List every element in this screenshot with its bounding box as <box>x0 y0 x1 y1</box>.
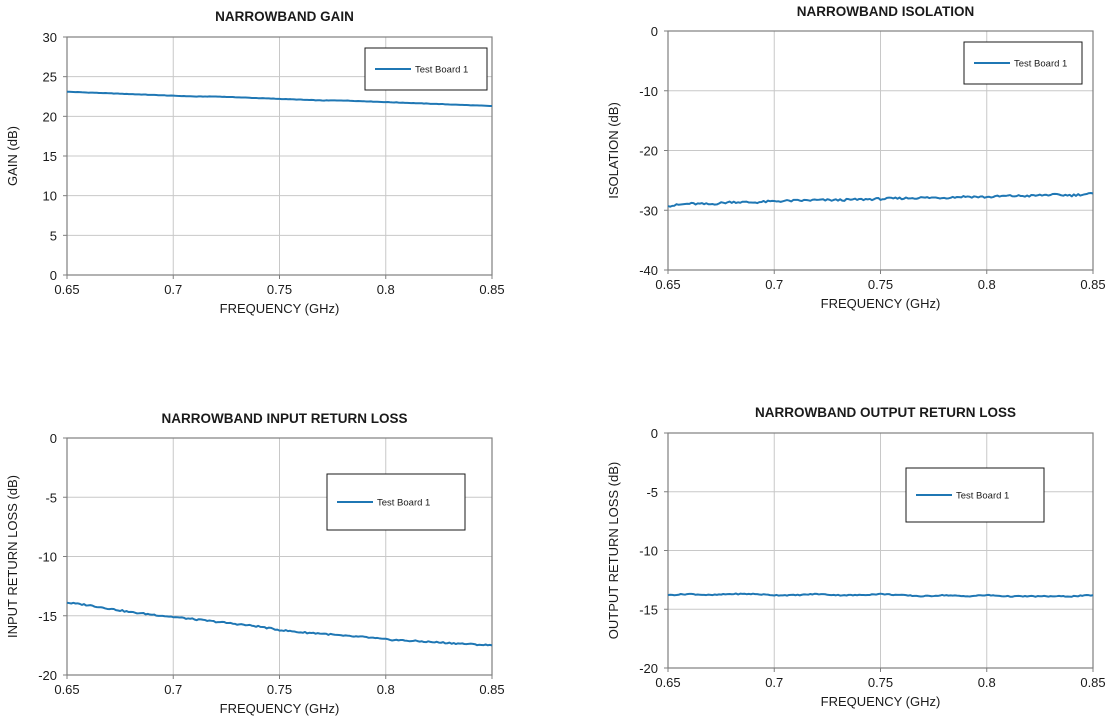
y-axis-label: OUTPUT RETURN LOSS (dB) <box>606 462 621 639</box>
legend-label: Test Board 1 <box>1014 59 1067 70</box>
y-tick-label: -15 <box>38 609 57 624</box>
chart-2: 0.65 0.7 0.75 0.8 0.85 -40 -30 -20 -10 0 NARROWBAN… <box>606 4 1106 311</box>
legend-label: Test Board 1 <box>415 65 468 76</box>
x-tick-label: 0.8 <box>377 682 395 697</box>
series-line <box>67 90 493 108</box>
chart-title: NARROWBAND GAIN <box>215 9 354 24</box>
y-tick-label: -5 <box>45 490 57 505</box>
x-tick-label: 0.7 <box>164 682 182 697</box>
x-tick-label: 0.7 <box>164 282 182 297</box>
y-tick-label: 25 <box>43 70 57 85</box>
chart-4: 0.65 0.7 0.75 0.8 0.85 -20 -15 -10 -5 0 NARROWBAND… <box>606 405 1106 709</box>
y-tick-label: 10 <box>43 189 57 204</box>
legend: Test Board 1 <box>326 473 466 531</box>
chart-3: 0.65 0.7 0.75 0.8 0.85 -20 -15 -10 -5 0 NARROWBAND… <box>5 411 505 716</box>
y-tick-label: 0 <box>651 426 658 441</box>
y-tick-label: -5 <box>646 485 658 500</box>
x-axis-label: FREQUENCY (GHz) <box>220 701 340 716</box>
y-tick-label: -15 <box>639 602 658 617</box>
y-tick-label: 20 <box>43 109 57 124</box>
y-tick-label: -20 <box>639 144 658 159</box>
x-tick-label: 0.75 <box>267 282 292 297</box>
y-tick-label: 0 <box>651 24 658 39</box>
x-axis-label: FREQUENCY (GHz) <box>821 694 941 709</box>
x-tick-label: 0.7 <box>765 277 783 292</box>
x-tick-label: 0.65 <box>54 282 79 297</box>
y-tick-label: 5 <box>50 228 57 243</box>
x-tick-label: 0.65 <box>655 675 680 690</box>
y-tick-label: 30 <box>43 30 57 45</box>
x-tick-label: 0.8 <box>978 277 996 292</box>
chart-title: NARROWBAND ISOLATION <box>797 4 974 19</box>
x-tick-label: 0.8 <box>978 675 996 690</box>
x-tick-label: 0.85 <box>1080 277 1105 292</box>
y-axis-label: GAIN (dB) <box>5 126 20 186</box>
chart-1: 0.65 0.7 0.75 0.8 0.85 0 5 10 15 20 25 30 NARROWBAND… <box>5 9 505 316</box>
y-tick-label: -40 <box>639 263 658 278</box>
legend: Test Board 1 <box>963 41 1083 85</box>
x-tick-label: 0.8 <box>377 282 395 297</box>
y-tick-label: -10 <box>639 84 658 99</box>
y-axis-label: ISOLATION (dB) <box>606 102 621 199</box>
y-tick-label: -20 <box>639 661 658 676</box>
chart-title: NARROWBAND INPUT RETURN LOSS <box>162 411 408 426</box>
series-line <box>667 592 1094 598</box>
x-tick-label: 0.85 <box>479 682 504 697</box>
x-tick-label: 0.7 <box>765 675 783 690</box>
y-tick-label: -10 <box>639 544 658 559</box>
y-tick-label: -20 <box>38 668 57 683</box>
legend: Test Board 1 <box>905 467 1045 523</box>
x-tick-label: 0.85 <box>479 282 504 297</box>
series-line <box>667 192 1094 208</box>
y-tick-label: 0 <box>50 431 57 446</box>
x-axis-label: FREQUENCY (GHz) <box>821 296 941 311</box>
x-tick-label: 0.75 <box>267 682 292 697</box>
y-tick-label: -10 <box>38 550 57 565</box>
chart-title: NARROWBAND OUTPUT RETURN LOSS <box>755 405 1016 420</box>
y-axis-label: INPUT RETURN LOSS (dB) <box>5 475 20 638</box>
x-tick-label: 0.75 <box>868 277 893 292</box>
x-tick-label: 0.85 <box>1080 675 1105 690</box>
y-tick-label: 0 <box>50 268 57 283</box>
y-tick-label: 15 <box>43 149 57 164</box>
x-tick-label: 0.75 <box>868 675 893 690</box>
legend: Test Board 1 <box>364 47 488 91</box>
x-tick-label: 0.65 <box>54 682 79 697</box>
x-tick-label: 0.65 <box>655 277 680 292</box>
series-line <box>66 601 493 647</box>
y-tick-label: -30 <box>639 203 658 218</box>
legend-label: Test Board 1 <box>956 491 1009 502</box>
x-axis-label: FREQUENCY (GHz) <box>220 301 340 316</box>
legend-label: Test Board 1 <box>377 498 430 509</box>
